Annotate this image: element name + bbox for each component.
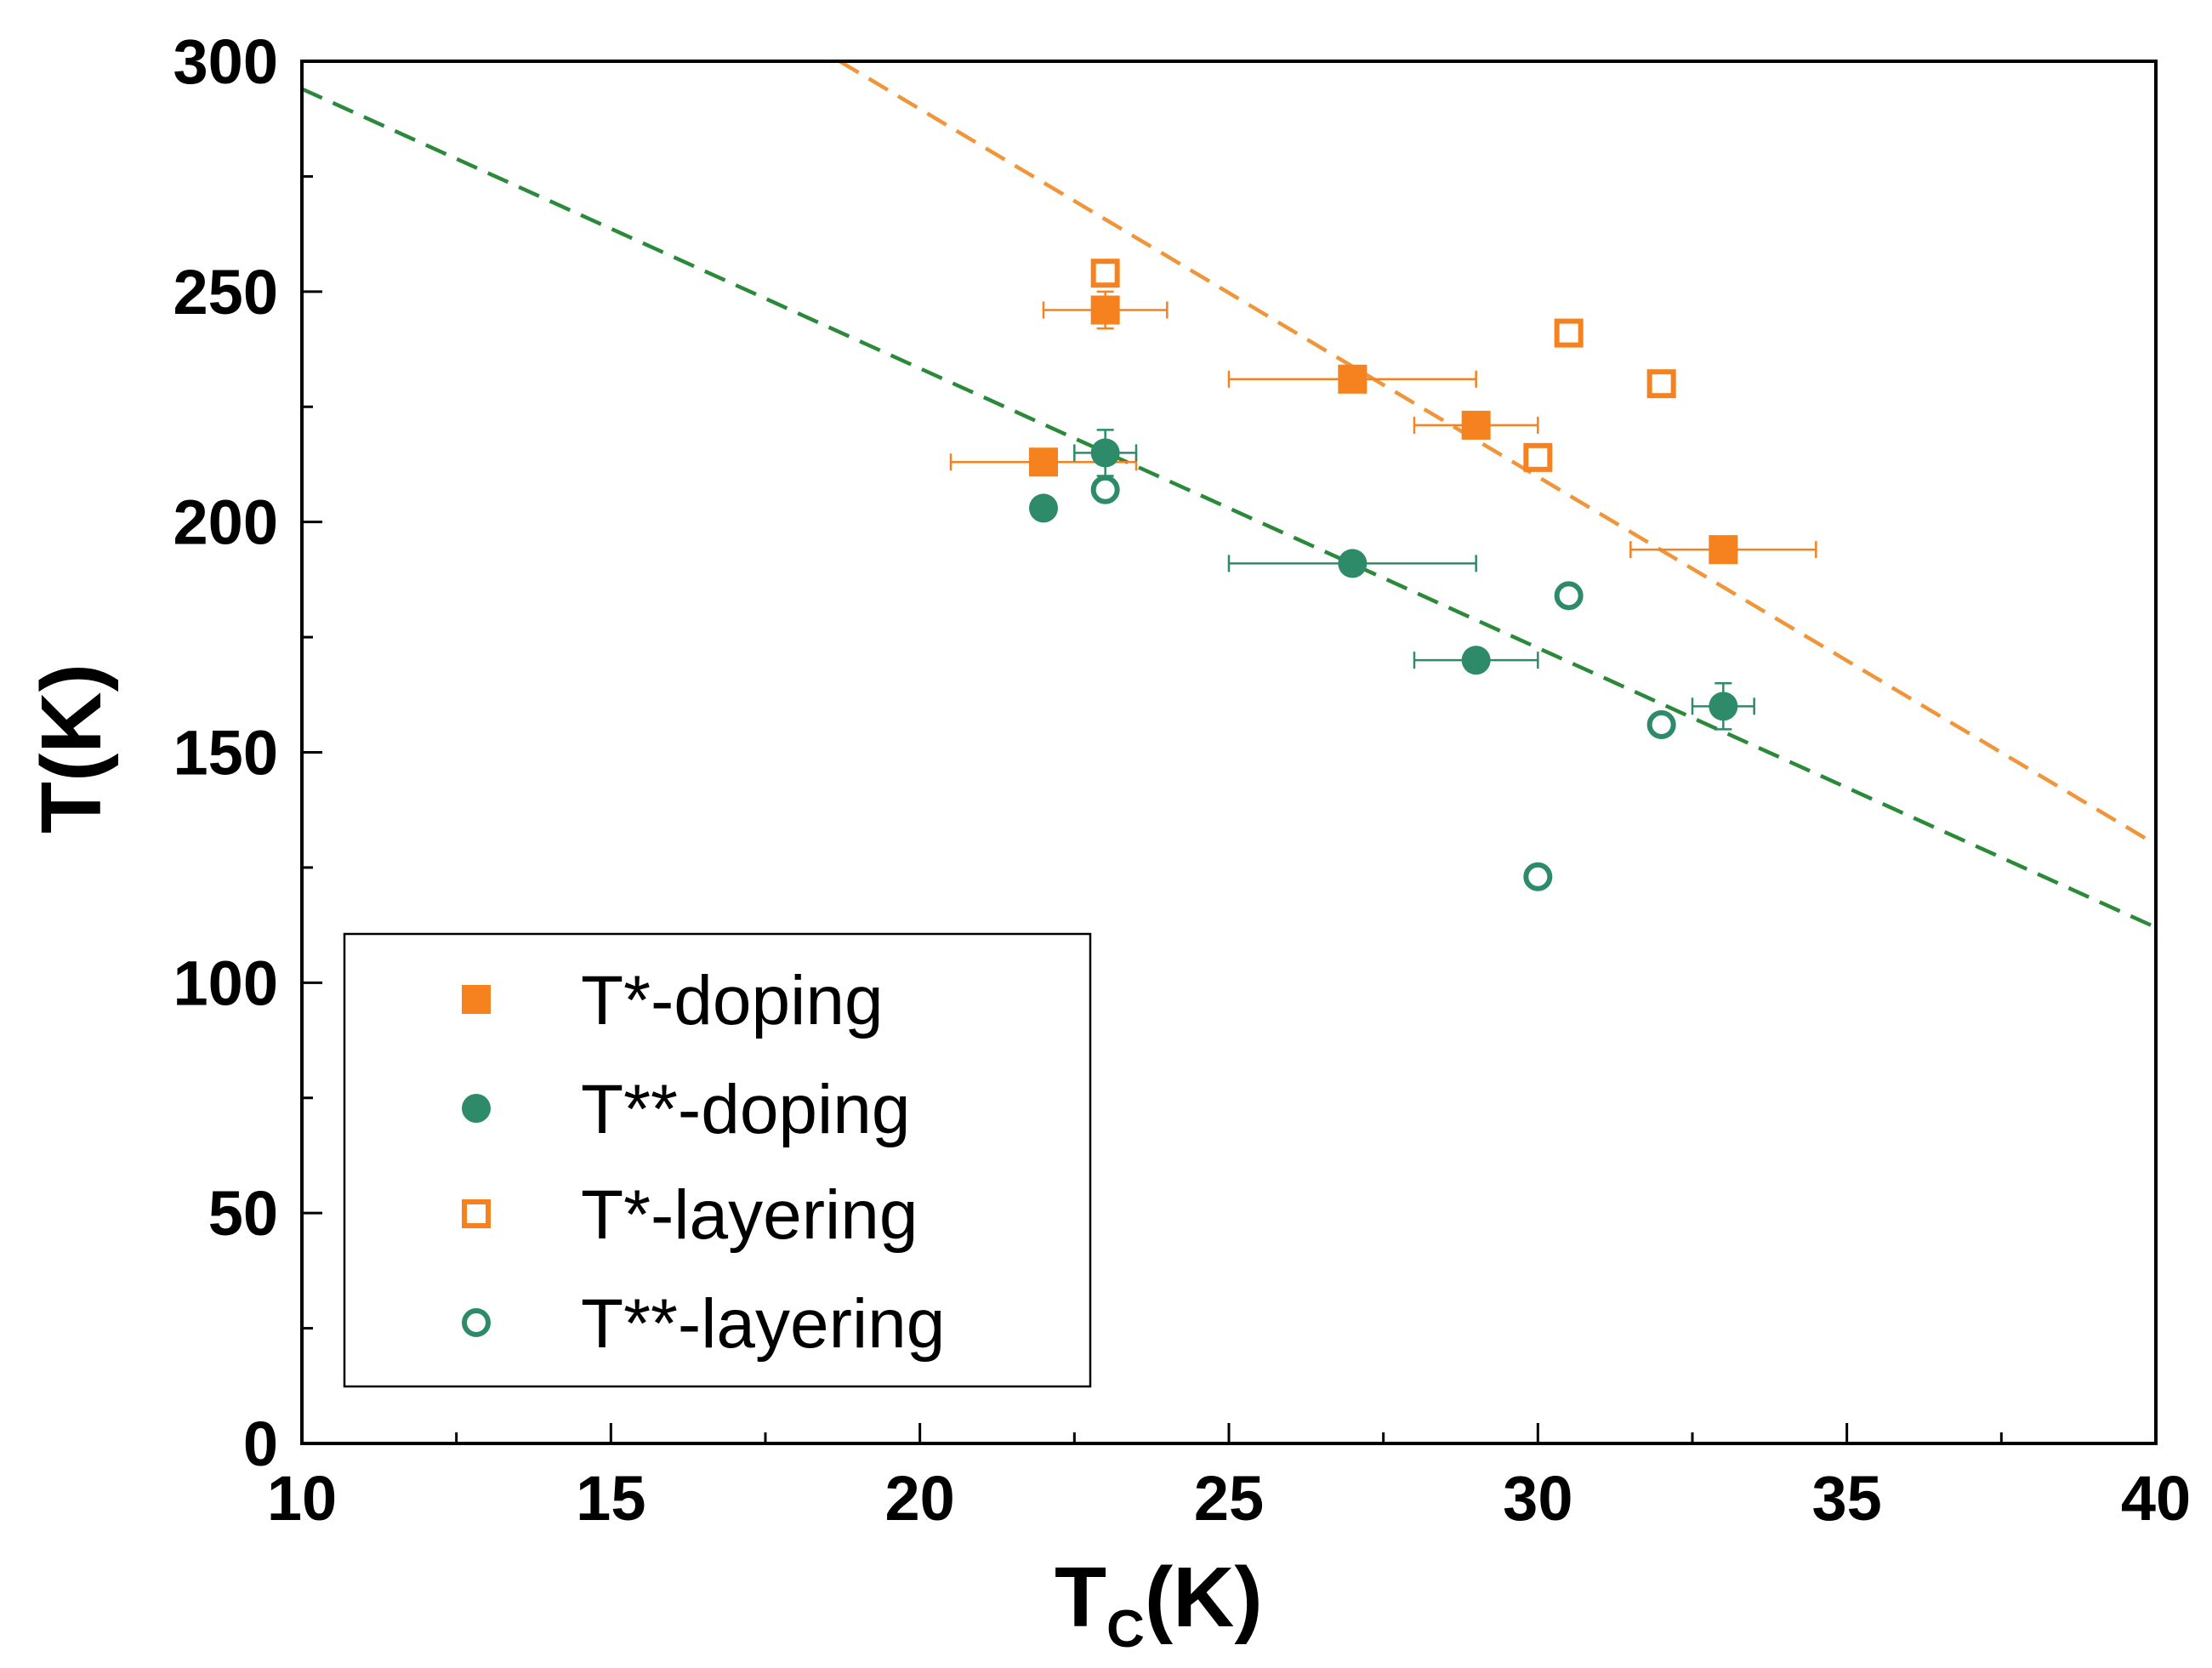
- legend-label: T**-layering: [581, 1285, 945, 1363]
- x-axis-title-main: T: [1055, 1550, 1106, 1645]
- y-tick-labels: 0 50 100 150 200 250 300: [173, 26, 278, 1479]
- y-tick-label: 50: [208, 1178, 278, 1249]
- data-point: [1461, 410, 1491, 440]
- axis-ticks: [300, 60, 2158, 1445]
- data-point: [1709, 535, 1738, 565]
- legend-marker: [462, 985, 491, 1014]
- legend-label: T*-doping: [581, 962, 884, 1039]
- legend-marker: [462, 1308, 491, 1337]
- x-tick-label: 35: [1812, 1463, 1882, 1534]
- data-point: [1090, 259, 1120, 288]
- y-tick-label: 150: [173, 718, 278, 788]
- data-point: [1029, 447, 1058, 477]
- data-point: [1646, 710, 1676, 739]
- x-tick-label: 25: [1194, 1463, 1264, 1534]
- x-axis-title: TC(K): [1055, 1550, 1263, 1659]
- data-point: [1090, 295, 1120, 325]
- data-point: [1554, 581, 1584, 611]
- data-point: [1338, 364, 1368, 394]
- legend: T*-doping T**-doping T*-layering T**-layeri…: [343, 932, 1092, 1388]
- legend-marker: [462, 1094, 491, 1123]
- y-axis-title: T(K): [24, 663, 119, 834]
- fit-line-tstarstar-fit: [302, 87, 2156, 930]
- data-point: [1646, 369, 1676, 399]
- legend-label: T**-doping: [581, 1071, 910, 1148]
- data-point: [1090, 438, 1120, 468]
- data-point: [1461, 646, 1491, 675]
- y-tick-label: 100: [173, 948, 278, 1018]
- x-tick-label: 40: [2121, 1463, 2191, 1534]
- data-markers: [1029, 259, 1738, 891]
- x-tick-label: 30: [1503, 1463, 1572, 1534]
- fit-line-tstar-fit: [839, 61, 2156, 846]
- data-point: [1523, 862, 1553, 891]
- data-point: [1554, 318, 1584, 348]
- x-tick-label: 15: [576, 1463, 645, 1534]
- y-tick-label: 300: [173, 26, 278, 97]
- x-axis-title-subscript: C: [1106, 1600, 1145, 1659]
- data-point: [1338, 549, 1368, 578]
- data-point: [1709, 692, 1738, 721]
- data-point: [1523, 442, 1553, 472]
- x-tick-label: 20: [885, 1463, 955, 1534]
- data-point: [1029, 493, 1058, 523]
- x-tick-labels: 10 15 20 25 30 35 40: [267, 1463, 2191, 1534]
- y-tick-label: 200: [173, 487, 278, 558]
- error-bars: [949, 290, 1817, 731]
- fit-lines: [302, 61, 2156, 930]
- legend-marker: [462, 1199, 491, 1228]
- x-axis-title-unit: (K): [1145, 1550, 1263, 1645]
- y-tick-label: 0: [243, 1409, 278, 1479]
- y-tick-label: 250: [173, 257, 278, 327]
- data-point: [1090, 475, 1120, 504]
- legend-label: T*-layering: [581, 1176, 918, 1254]
- x-tick-label: 10: [267, 1463, 337, 1534]
